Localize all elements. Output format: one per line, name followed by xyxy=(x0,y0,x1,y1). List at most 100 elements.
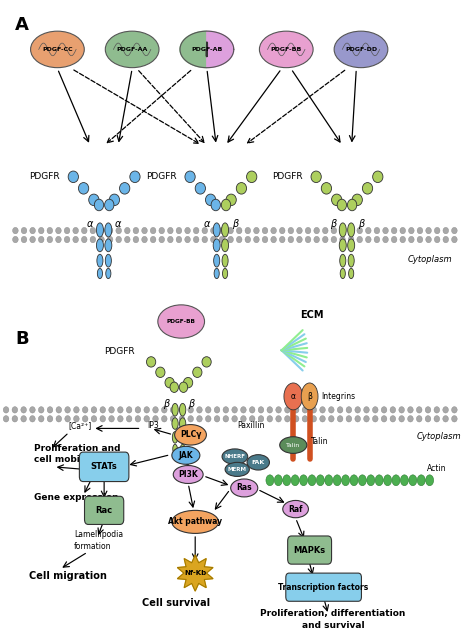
Ellipse shape xyxy=(167,228,173,234)
Ellipse shape xyxy=(176,237,182,243)
Ellipse shape xyxy=(231,479,258,497)
Ellipse shape xyxy=(180,403,186,416)
Ellipse shape xyxy=(284,383,302,410)
Ellipse shape xyxy=(443,415,448,422)
Text: Nf-Kb: Nf-Kb xyxy=(184,570,206,576)
Ellipse shape xyxy=(107,228,113,234)
Ellipse shape xyxy=(262,228,268,234)
Ellipse shape xyxy=(347,223,355,237)
Text: Ras: Ras xyxy=(237,484,252,493)
Ellipse shape xyxy=(381,406,387,413)
Ellipse shape xyxy=(90,228,96,234)
Ellipse shape xyxy=(320,415,325,422)
Text: Raf: Raf xyxy=(288,505,303,514)
Ellipse shape xyxy=(297,228,302,234)
Ellipse shape xyxy=(174,424,206,445)
Text: Rac: Rac xyxy=(96,506,113,515)
Ellipse shape xyxy=(331,228,337,234)
Ellipse shape xyxy=(400,237,406,243)
Ellipse shape xyxy=(30,406,35,413)
Ellipse shape xyxy=(276,406,282,413)
Ellipse shape xyxy=(401,475,409,485)
Text: PDGF-AB: PDGF-AB xyxy=(191,47,223,52)
Ellipse shape xyxy=(165,377,174,388)
Ellipse shape xyxy=(331,237,337,243)
Ellipse shape xyxy=(246,171,257,183)
Text: Integrins: Integrins xyxy=(321,392,356,401)
Ellipse shape xyxy=(409,475,417,485)
Ellipse shape xyxy=(193,237,199,243)
Ellipse shape xyxy=(232,415,237,422)
Ellipse shape xyxy=(355,406,361,413)
Ellipse shape xyxy=(221,223,228,237)
Ellipse shape xyxy=(392,228,397,234)
Ellipse shape xyxy=(82,415,88,422)
Ellipse shape xyxy=(365,237,371,243)
Ellipse shape xyxy=(214,268,219,278)
Ellipse shape xyxy=(210,237,216,243)
Ellipse shape xyxy=(267,415,273,422)
Ellipse shape xyxy=(214,406,220,413)
Ellipse shape xyxy=(311,415,317,422)
Text: PLCγ: PLCγ xyxy=(180,430,201,439)
Ellipse shape xyxy=(38,228,44,234)
Ellipse shape xyxy=(223,415,228,422)
Ellipse shape xyxy=(73,228,79,234)
Ellipse shape xyxy=(293,406,299,413)
Ellipse shape xyxy=(30,237,36,243)
Ellipse shape xyxy=(399,415,404,422)
Text: PDGF-AA: PDGF-AA xyxy=(117,47,148,52)
Ellipse shape xyxy=(225,462,249,476)
Ellipse shape xyxy=(417,415,422,422)
Ellipse shape xyxy=(116,228,121,234)
Ellipse shape xyxy=(363,183,373,194)
Text: Cytoplasm: Cytoplasm xyxy=(408,255,452,264)
Ellipse shape xyxy=(82,406,88,413)
Ellipse shape xyxy=(443,228,448,234)
Ellipse shape xyxy=(193,228,199,234)
Ellipse shape xyxy=(100,415,106,422)
Ellipse shape xyxy=(434,228,440,234)
Ellipse shape xyxy=(96,239,103,251)
Ellipse shape xyxy=(288,237,293,243)
Ellipse shape xyxy=(452,237,457,243)
Ellipse shape xyxy=(205,406,211,413)
Text: STATs: STATs xyxy=(91,462,118,471)
Ellipse shape xyxy=(47,415,53,422)
Text: β: β xyxy=(188,399,195,409)
Ellipse shape xyxy=(333,475,341,485)
Ellipse shape xyxy=(316,475,324,485)
Ellipse shape xyxy=(308,475,316,485)
Ellipse shape xyxy=(64,237,70,243)
Ellipse shape xyxy=(352,194,363,206)
Ellipse shape xyxy=(346,406,352,413)
Ellipse shape xyxy=(417,228,423,234)
Ellipse shape xyxy=(167,237,173,243)
Ellipse shape xyxy=(64,228,70,234)
Ellipse shape xyxy=(162,406,167,413)
Ellipse shape xyxy=(237,237,242,243)
Text: PDGFR: PDGFR xyxy=(104,347,135,356)
Ellipse shape xyxy=(297,237,302,243)
Ellipse shape xyxy=(320,406,325,413)
Ellipse shape xyxy=(162,415,167,422)
Ellipse shape xyxy=(38,415,44,422)
Ellipse shape xyxy=(367,475,375,485)
Ellipse shape xyxy=(3,406,9,413)
Ellipse shape xyxy=(127,406,132,413)
Ellipse shape xyxy=(302,415,308,422)
Ellipse shape xyxy=(153,415,158,422)
Ellipse shape xyxy=(347,239,355,251)
Ellipse shape xyxy=(94,199,104,211)
Ellipse shape xyxy=(219,228,225,234)
Text: β: β xyxy=(307,392,312,401)
Ellipse shape xyxy=(443,237,448,243)
Ellipse shape xyxy=(222,449,248,464)
Ellipse shape xyxy=(241,406,246,413)
Ellipse shape xyxy=(30,415,35,422)
Polygon shape xyxy=(177,555,213,591)
Text: JAK: JAK xyxy=(179,451,193,460)
Ellipse shape xyxy=(241,415,246,422)
Ellipse shape xyxy=(73,237,79,243)
Ellipse shape xyxy=(156,367,165,377)
